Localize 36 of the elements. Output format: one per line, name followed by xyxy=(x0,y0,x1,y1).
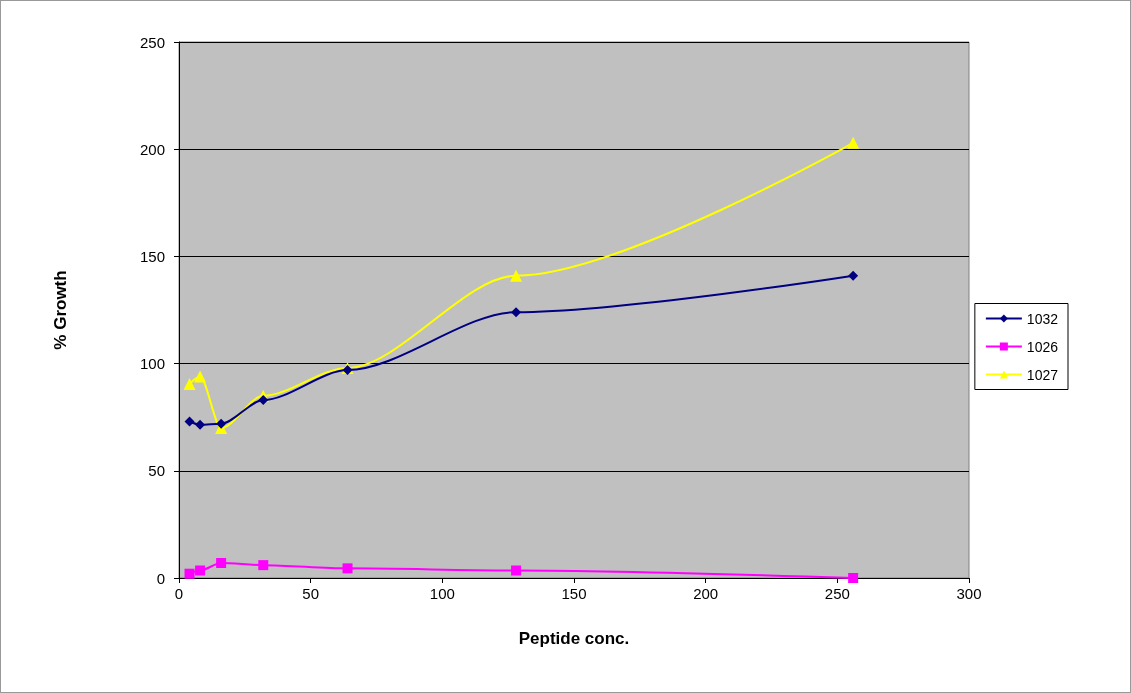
point xyxy=(848,573,859,583)
point xyxy=(342,365,353,376)
legend-label: 1026 xyxy=(1026,338,1059,355)
y-tick-label: 200 xyxy=(139,140,165,158)
y-tick-label: 0 xyxy=(156,569,165,587)
point xyxy=(216,557,227,568)
x-tick-label: 100 xyxy=(429,585,455,602)
legend-label: 1027 xyxy=(1026,366,1059,383)
point xyxy=(258,395,269,406)
point xyxy=(184,416,195,427)
point xyxy=(342,563,353,574)
x-tick-label: 300 xyxy=(956,585,982,602)
x-tick-label: 0 xyxy=(174,585,184,602)
y-axis-title: % Growth xyxy=(51,270,70,350)
y-tick-label: 150 xyxy=(139,247,165,265)
y-tick-label: 250 xyxy=(139,33,165,51)
x-axis-title: Peptide conc. xyxy=(518,629,630,648)
y-tick-label: 50 xyxy=(148,462,165,480)
x-tick-label: 150 xyxy=(561,585,587,602)
point xyxy=(847,136,860,149)
x-tick-label: 250 xyxy=(824,585,850,602)
legend-label: 1032 xyxy=(1026,310,1059,327)
point xyxy=(184,568,195,579)
point xyxy=(511,565,522,576)
x-tick-label: 50 xyxy=(302,585,320,602)
x-tick-label: 200 xyxy=(693,585,719,602)
point xyxy=(195,419,206,430)
point xyxy=(183,377,196,390)
point xyxy=(510,269,523,282)
y-tick-label: 100 xyxy=(139,355,165,373)
point xyxy=(848,270,859,281)
point xyxy=(258,560,269,571)
point xyxy=(194,370,207,383)
point xyxy=(511,307,522,318)
point xyxy=(216,418,227,429)
point xyxy=(195,565,206,576)
